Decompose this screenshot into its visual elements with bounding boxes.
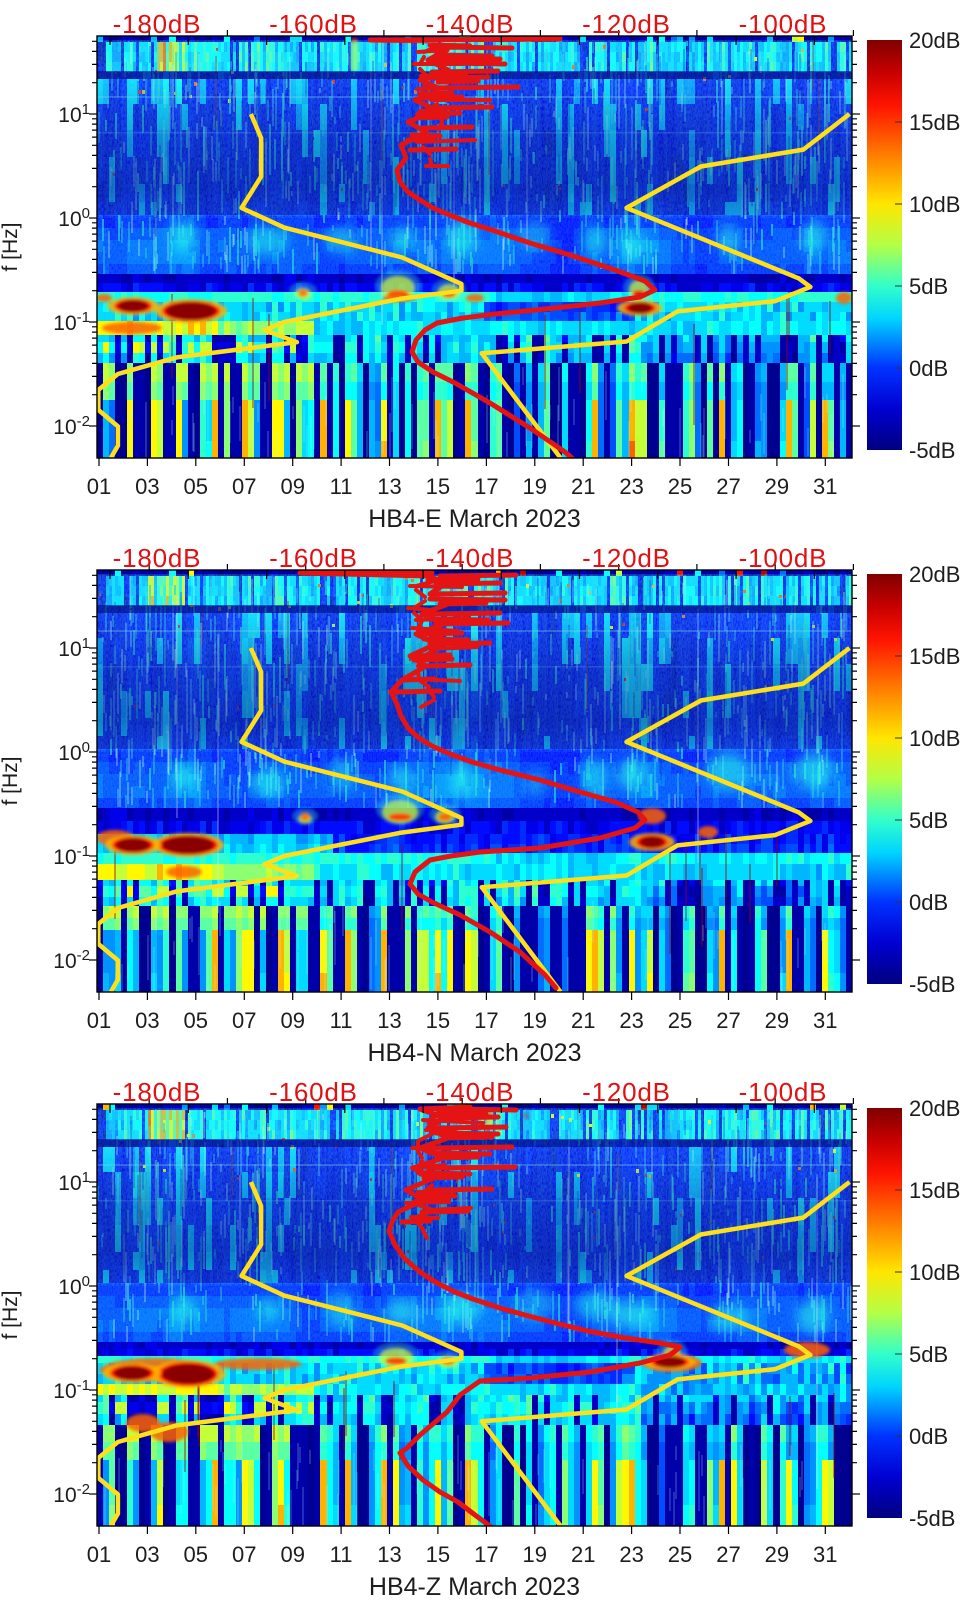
svg-text:31: 31 <box>813 474 837 499</box>
svg-text:-100dB: -100dB <box>739 9 828 39</box>
svg-text:05: 05 <box>184 474 208 499</box>
svg-text:-180dB: -180dB <box>113 543 202 573</box>
svg-text:10dB: 10dB <box>909 726 960 751</box>
svg-text:-160dB: -160dB <box>269 9 358 39</box>
svg-text:15: 15 <box>426 1542 450 1567</box>
svg-text:-140dB: -140dB <box>426 9 515 39</box>
svg-text:31: 31 <box>813 1542 837 1567</box>
svg-text:29: 29 <box>765 1008 789 1033</box>
svg-text:03: 03 <box>135 1542 159 1567</box>
svg-text:f [Hz]: f [Hz] <box>0 222 22 271</box>
svg-text:27: 27 <box>716 474 740 499</box>
svg-text:0dB: 0dB <box>909 356 948 381</box>
svg-text:-100dB: -100dB <box>739 1077 828 1107</box>
svg-text:-120dB: -120dB <box>582 1077 671 1107</box>
svg-text:15dB: 15dB <box>909 1178 960 1203</box>
svg-text:23: 23 <box>619 1008 643 1033</box>
svg-text:5dB: 5dB <box>909 274 948 299</box>
svg-text:03: 03 <box>135 1008 159 1033</box>
svg-text:-160dB: -160dB <box>269 543 358 573</box>
svg-text:25: 25 <box>668 1008 692 1033</box>
svg-text:11: 11 <box>330 1542 353 1567</box>
svg-text:-160dB: -160dB <box>269 1077 358 1107</box>
svg-text:13: 13 <box>377 1008 401 1033</box>
svg-text:0dB: 0dB <box>909 890 948 915</box>
svg-text:21: 21 <box>571 474 595 499</box>
svg-text:07: 07 <box>232 1542 256 1567</box>
svg-text:5dB: 5dB <box>909 1342 948 1367</box>
svg-text:-140dB: -140dB <box>426 1077 515 1107</box>
svg-text:09: 09 <box>280 474 304 499</box>
svg-text:09: 09 <box>280 1542 304 1567</box>
svg-text:19: 19 <box>523 1542 547 1567</box>
svg-text:f [Hz]: f [Hz] <box>0 756 22 805</box>
svg-text:29: 29 <box>765 474 789 499</box>
svg-text:17: 17 <box>474 1008 498 1033</box>
svg-text:-120dB: -120dB <box>582 9 671 39</box>
svg-text:19: 19 <box>523 474 547 499</box>
svg-text:05: 05 <box>184 1542 208 1567</box>
svg-text:5dB: 5dB <box>909 808 948 833</box>
svg-text:-5dB: -5dB <box>909 438 955 463</box>
svg-text:HB4-N March 2023: HB4-N March 2023 <box>368 1039 582 1067</box>
svg-text:13: 13 <box>377 474 401 499</box>
svg-text:07: 07 <box>232 474 256 499</box>
svg-text:21: 21 <box>571 1008 595 1033</box>
svg-text:11: 11 <box>330 1008 353 1033</box>
svg-text:-180dB: -180dB <box>113 9 202 39</box>
svg-text:-5dB: -5dB <box>909 972 955 997</box>
svg-text:11: 11 <box>330 474 353 499</box>
svg-text:01: 01 <box>87 1542 111 1567</box>
svg-text:101: 101 <box>58 101 90 127</box>
svg-text:25: 25 <box>668 474 692 499</box>
svg-text:27: 27 <box>716 1542 740 1567</box>
svg-text:17: 17 <box>474 474 498 499</box>
svg-text:09: 09 <box>280 1008 304 1033</box>
svg-text:-120dB: -120dB <box>582 543 671 573</box>
svg-text:HB4-Z March 2023: HB4-Z March 2023 <box>369 1573 580 1599</box>
svg-text:17: 17 <box>474 1542 498 1567</box>
svg-text:15dB: 15dB <box>909 644 960 669</box>
svg-text:01: 01 <box>87 474 111 499</box>
svg-text:HB4-E March 2023: HB4-E March 2023 <box>368 505 581 533</box>
svg-text:15dB: 15dB <box>909 110 960 135</box>
svg-text:13: 13 <box>377 1542 401 1567</box>
svg-text:21: 21 <box>571 1542 595 1567</box>
svg-text:07: 07 <box>232 1008 256 1033</box>
svg-text:05: 05 <box>184 1008 208 1033</box>
svg-text:f [Hz]: f [Hz] <box>0 1290 22 1339</box>
svg-text:31: 31 <box>813 1008 837 1033</box>
svg-text:25: 25 <box>668 1542 692 1567</box>
svg-text:23: 23 <box>619 474 643 499</box>
svg-text:27: 27 <box>716 1008 740 1033</box>
svg-text:-180dB: -180dB <box>113 1077 202 1107</box>
svg-text:0dB: 0dB <box>909 1424 948 1449</box>
svg-text:23: 23 <box>619 1542 643 1567</box>
svg-text:10-1: 10-1 <box>53 309 90 335</box>
svg-text:01: 01 <box>87 1008 111 1033</box>
svg-text:15: 15 <box>426 474 450 499</box>
svg-text:-5dB: -5dB <box>909 1506 955 1531</box>
svg-text:-140dB: -140dB <box>426 543 515 573</box>
svg-text:10dB: 10dB <box>909 192 960 217</box>
svg-text:19: 19 <box>523 1008 547 1033</box>
svg-text:15: 15 <box>426 1008 450 1033</box>
svg-text:-100dB: -100dB <box>739 543 828 573</box>
svg-text:20dB: 20dB <box>909 562 960 587</box>
svg-text:20dB: 20dB <box>909 28 960 53</box>
svg-text:20dB: 20dB <box>909 1096 960 1121</box>
svg-text:29: 29 <box>765 1542 789 1567</box>
svg-text:03: 03 <box>135 474 159 499</box>
svg-text:10dB: 10dB <box>909 1260 960 1285</box>
